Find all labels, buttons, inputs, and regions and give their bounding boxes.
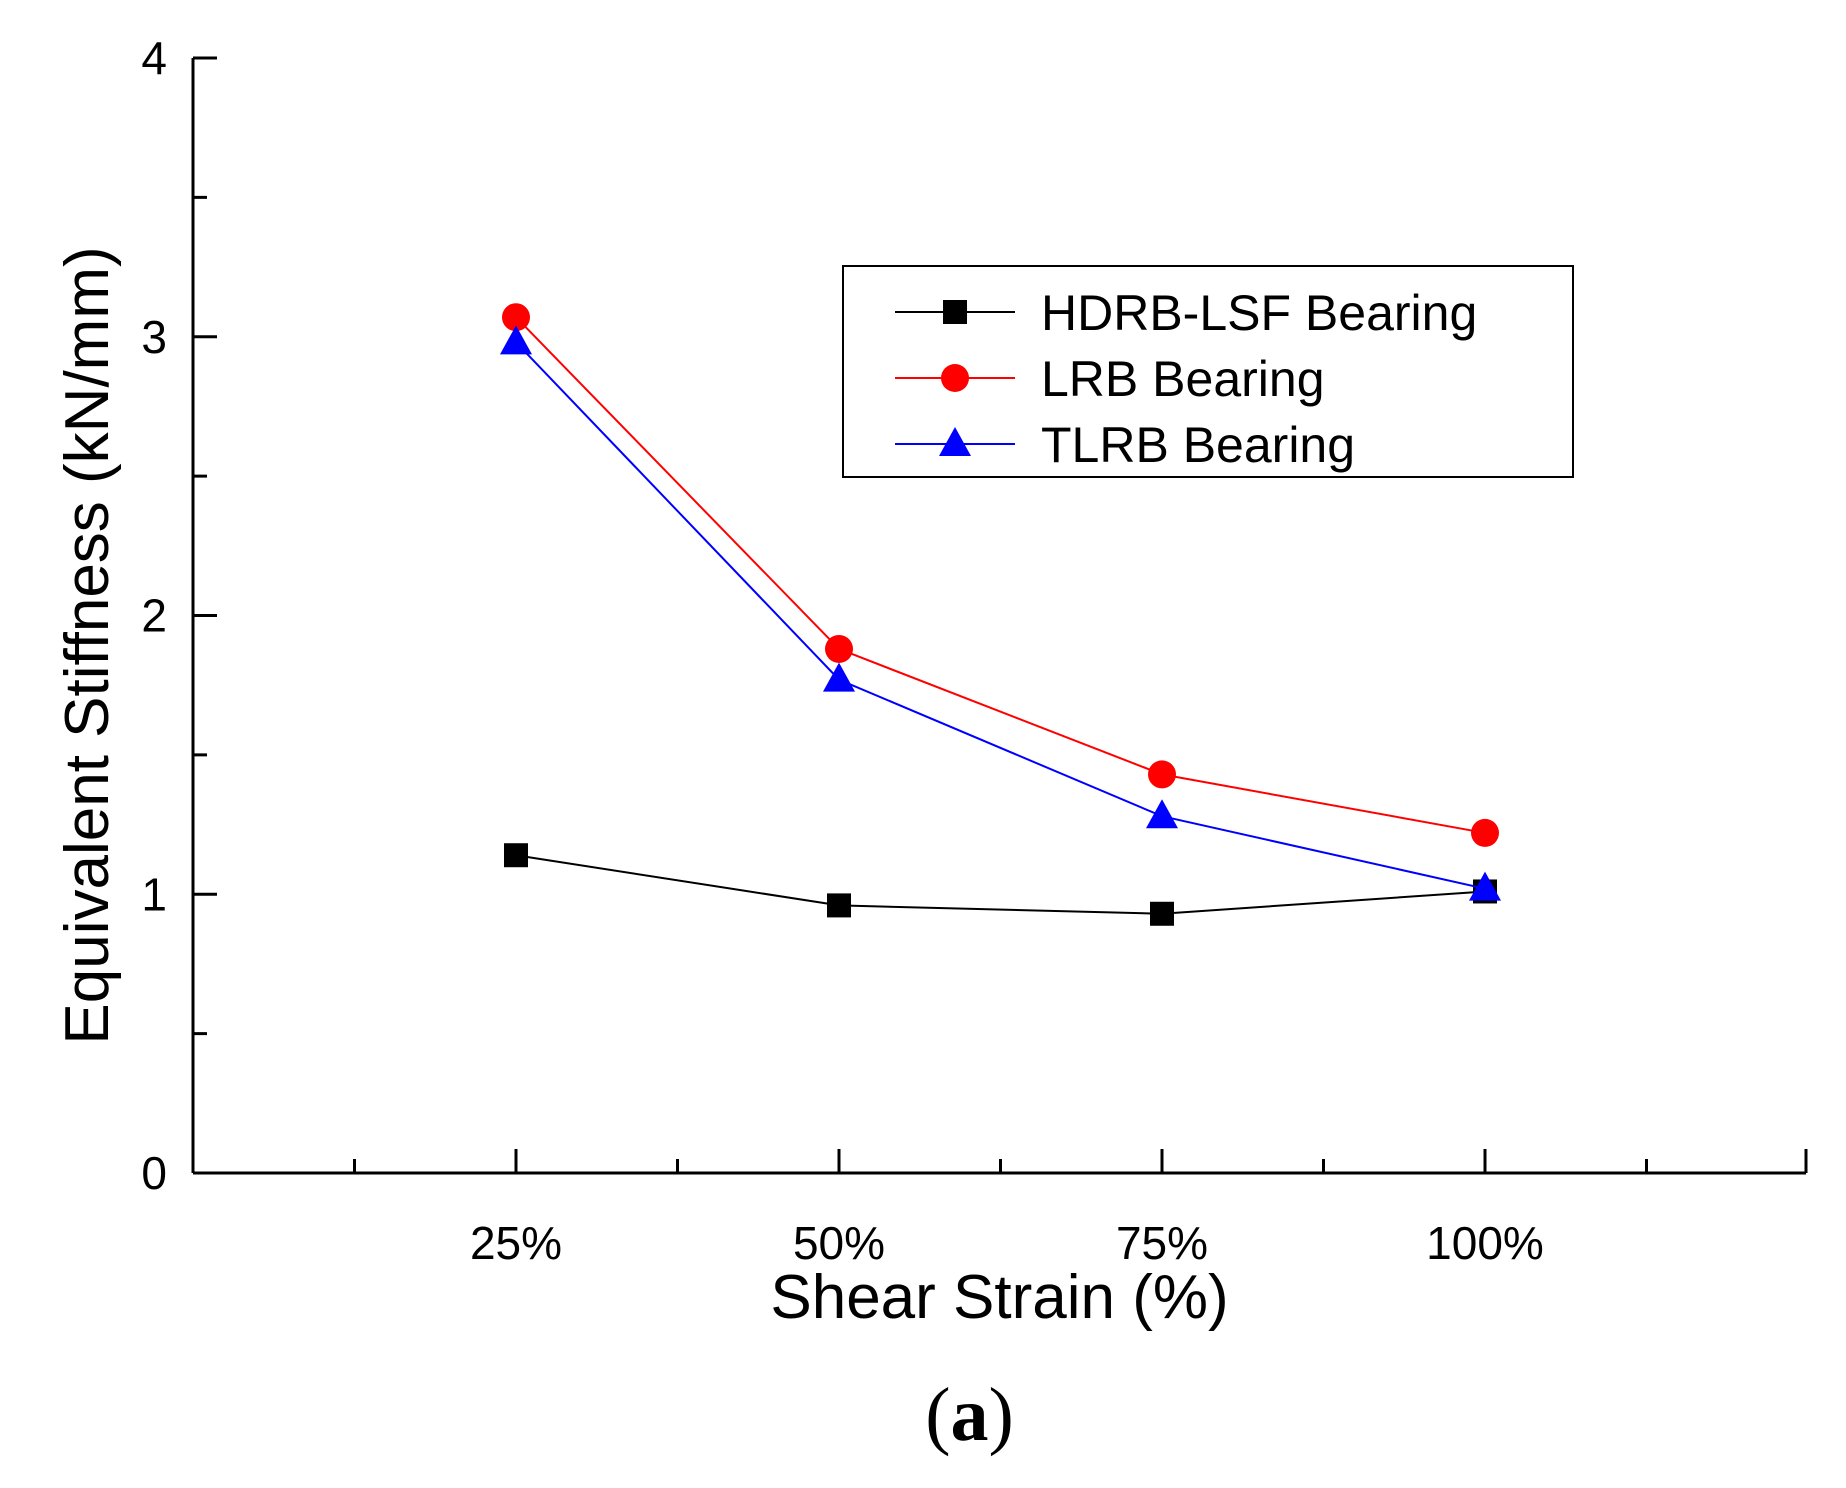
legend-entry: TLRB Bearing: [895, 417, 1355, 473]
caption-open-paren: (: [925, 1373, 950, 1457]
y-tick-label: 4: [141, 32, 167, 84]
data-point: [1148, 760, 1176, 789]
x-tick-label: 25%: [470, 1217, 562, 1269]
legend-label: TLRB Bearing: [1041, 417, 1355, 473]
legend-marker: [939, 427, 971, 456]
data-point: [500, 325, 532, 355]
figure-caption: (a): [925, 1373, 1014, 1457]
y-tick-label: 2: [141, 590, 167, 642]
legend-label: LRB Bearing: [1041, 351, 1325, 407]
caption-close-paren: ): [989, 1373, 1014, 1457]
data-point: [1146, 799, 1178, 829]
caption-letter: a: [951, 1373, 989, 1457]
data-point: [1150, 901, 1174, 926]
series-2: [500, 325, 1501, 901]
y-tick-label: 0: [141, 1147, 167, 1199]
data-point: [1471, 818, 1499, 847]
series-line: [515, 316, 1486, 834]
legend: HDRB-LSF Bearing LRB Bearing TLRB Bearing: [842, 265, 1574, 478]
x-tick-label: 100%: [1426, 1217, 1544, 1269]
data-point: [502, 303, 530, 332]
series-line: [515, 854, 1486, 915]
series-1: [502, 303, 1499, 847]
legend-entry: LRB Bearing: [895, 351, 1325, 407]
y-axis-title: Equivalent Stiffness (kN/mm): [53, 246, 122, 1044]
series-line: [515, 341, 1486, 890]
x-axis-title: Shear Strain (%): [770, 1263, 1228, 1332]
series-layer: [500, 303, 1501, 926]
data-point: [1469, 871, 1501, 901]
data-point: [827, 893, 851, 918]
series-0: [504, 843, 1497, 926]
y-tick-label: 3: [141, 311, 167, 363]
axes: [191, 56, 1808, 1175]
y-tick-label: 1: [141, 868, 167, 920]
legend-entry: HDRB-LSF Bearing: [895, 285, 1477, 341]
legend-label: HDRB-LSF Bearing: [1041, 285, 1477, 341]
tick-labels: 0 1 2 3 4 25% 50% 75% 100%: [141, 32, 1543, 1269]
x-tick-label: 75%: [1116, 1217, 1208, 1269]
data-point: [823, 662, 855, 692]
data-point: [825, 634, 853, 663]
legend-marker: [943, 300, 967, 324]
x-tick-label: 50%: [793, 1217, 885, 1269]
data-point: [504, 843, 528, 868]
legend-marker: [941, 364, 969, 392]
